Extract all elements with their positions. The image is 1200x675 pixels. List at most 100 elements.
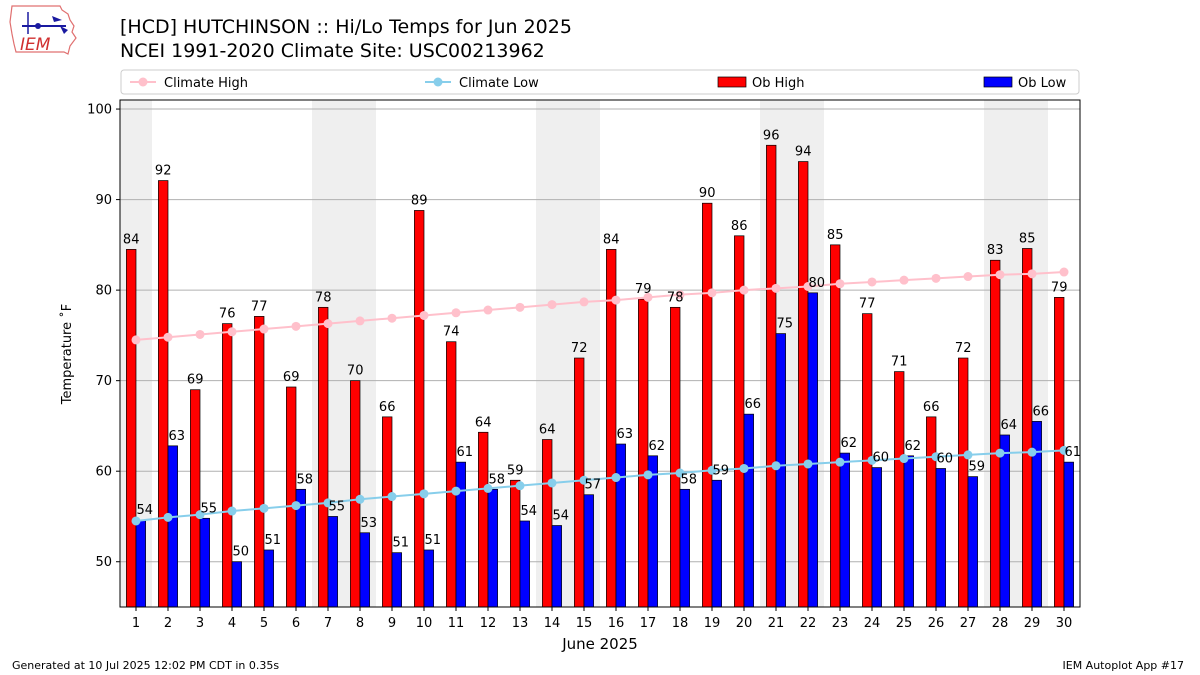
x-tick-label: 18 [672, 616, 689, 631]
label-ob-low: 66 [1033, 404, 1050, 419]
weekend-band [1016, 100, 1048, 607]
bar-ob-low [423, 549, 434, 608]
legend-climate-high-marker [138, 77, 148, 87]
bar-ob-high [638, 298, 649, 608]
bar-ob-high [926, 416, 937, 608]
weekend-band [536, 100, 568, 607]
x-tick-label: 2 [164, 616, 172, 631]
x-tick-label: 13 [512, 616, 529, 631]
bar-ob-high [1022, 248, 1033, 608]
climate-high-point [547, 300, 557, 310]
label-ob-low: 59 [969, 460, 986, 475]
climate-low-point [419, 489, 429, 499]
bar-ob-low [263, 549, 274, 608]
x-tick-label: 1 [132, 616, 140, 631]
bar-ob-high [574, 357, 585, 608]
bar-ob-high [798, 161, 809, 608]
x-tick-label: 16 [608, 616, 625, 631]
x-tick-label: 4 [228, 616, 236, 631]
climate-low-point [1059, 445, 1069, 455]
label-ob-low: 62 [649, 439, 666, 454]
bar-ob-high [862, 313, 873, 608]
label-ob-low: 54 [137, 503, 154, 518]
label-ob-low: 80 [809, 276, 826, 291]
climate-high-point [739, 285, 749, 295]
climate-low-point [931, 452, 941, 462]
climate-high-point [131, 335, 141, 345]
climate-high-point [867, 277, 877, 287]
legend-ob-high-label: Ob High [752, 76, 805, 91]
bar-ob-low [743, 413, 754, 608]
bar-ob-high [254, 316, 265, 608]
climate-low-point [867, 455, 877, 465]
climate-high-point [323, 319, 333, 329]
bar-ob-high [190, 389, 201, 608]
label-ob-high: 71 [891, 355, 908, 370]
x-tick-label: 26 [928, 616, 945, 631]
bar-ob-low [327, 516, 338, 608]
climate-high-point [675, 290, 685, 300]
climate-low-point [675, 468, 685, 478]
label-ob-low: 63 [169, 429, 186, 444]
climate-low-point [1027, 447, 1037, 457]
legend-climate-high-label: Climate High [164, 76, 248, 91]
climate-high-point [771, 283, 781, 293]
bar-ob-low [1031, 421, 1042, 608]
label-ob-high: 66 [379, 400, 396, 415]
chart-subtitle: NCEI 1991-2020 Climate Site: USC00213962 [120, 40, 545, 62]
climate-low-point [451, 486, 461, 496]
y-tick-label: 80 [95, 284, 112, 299]
climate-high-point [227, 327, 237, 337]
bar-ob-low [903, 455, 914, 608]
label-ob-low: 62 [841, 436, 858, 451]
label-ob-low: 59 [713, 463, 730, 478]
bar-ob-high [1054, 297, 1065, 608]
bar-ob-low [359, 532, 370, 608]
bar-ob-high [350, 380, 361, 608]
label-ob-low: 54 [553, 509, 570, 524]
bar-ob-low [935, 468, 946, 608]
climate-high-point [931, 273, 941, 283]
bar-ob-low [583, 494, 594, 608]
climate-low-point [995, 448, 1005, 458]
climate-low-point [643, 470, 653, 480]
x-tick-label: 19 [704, 616, 721, 631]
x-tick-label: 9 [388, 616, 396, 631]
label-ob-low: 51 [393, 536, 410, 551]
x-tick-label: 23 [832, 616, 849, 631]
climate-low-point [707, 465, 717, 475]
climate-high-point [483, 305, 493, 315]
climate-low-point [291, 501, 301, 511]
climate-low-point [611, 473, 621, 483]
climate-low-point [163, 512, 173, 522]
label-ob-high: 59 [507, 463, 524, 478]
x-tick-label: 5 [260, 616, 268, 631]
label-ob-high: 92 [155, 164, 172, 179]
climate-low-point [483, 483, 493, 493]
climate-high-point [1027, 269, 1037, 279]
climate-low-point [195, 510, 205, 520]
y-tick-label: 100 [87, 103, 112, 118]
weekend-band [760, 100, 792, 607]
bar-ob-high [318, 306, 329, 608]
y-tick-label: 70 [95, 374, 112, 389]
label-ob-high: 69 [187, 373, 204, 388]
x-tick-label: 14 [544, 616, 561, 631]
climate-high-point [803, 282, 813, 292]
bar-ob-high [830, 244, 841, 608]
x-tick-label: 28 [992, 616, 1009, 631]
weekend-band [792, 100, 824, 607]
bar-ob-low [807, 292, 818, 608]
climate-high-point [195, 329, 205, 339]
x-tick-label: 27 [960, 616, 977, 631]
label-ob-low: 58 [681, 472, 698, 487]
climate-low-point [739, 463, 749, 473]
y-axis-label: Temperature ˚F [59, 304, 75, 405]
label-ob-high: 77 [251, 299, 268, 314]
bar-ob-high [542, 439, 553, 608]
x-tick-label: 24 [864, 616, 881, 631]
label-ob-high: 66 [923, 400, 940, 415]
climate-low-point [963, 450, 973, 460]
legend-ob-low-label: Ob Low [1018, 76, 1067, 91]
climate-high-point [707, 288, 717, 298]
